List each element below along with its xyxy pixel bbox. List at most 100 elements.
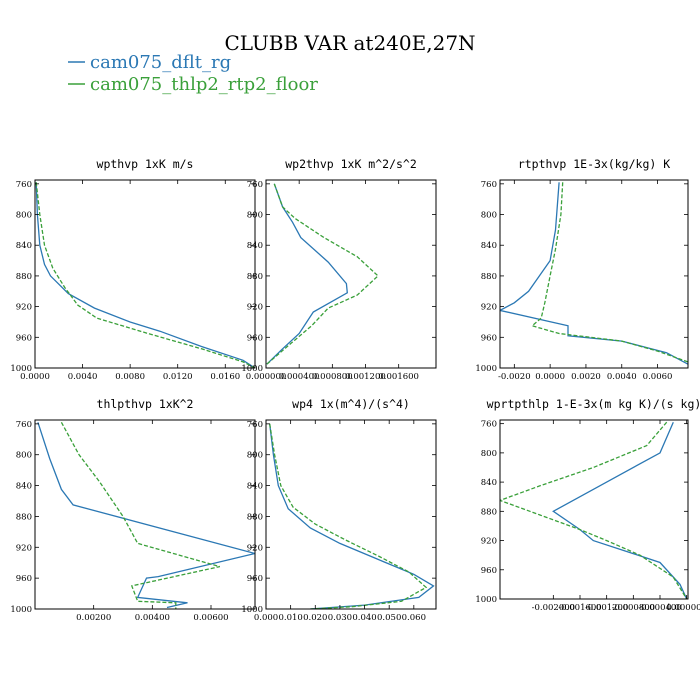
y-tick-label: 800 bbox=[16, 451, 32, 461]
plot-frame bbox=[499, 419, 689, 600]
series-line-2 bbox=[530, 182, 688, 363]
chart-panel-3: rtpthvp 1E-3x(kg/kg) K 760 800 840 880 920 960… bbox=[475, 157, 689, 382]
chart-panel-2: wp2thvp 1xK m^2/s^2 760 800 840 880 920 960 100… bbox=[241, 157, 437, 382]
y-tick-label: 960 bbox=[16, 333, 32, 343]
panel-title: wpthvp 1xK m/s bbox=[97, 157, 194, 171]
x-tick-label: 0.030 bbox=[328, 613, 352, 623]
y-tick-label: 880 bbox=[16, 272, 32, 282]
y-tick-label: 760 bbox=[16, 180, 32, 190]
series-line-1 bbox=[269, 423, 435, 609]
x-tick-label: 0.0120 bbox=[163, 372, 193, 382]
legend-entry-2: cam075_thlp2_rtp2_floor bbox=[68, 74, 318, 95]
y-tick-label: 920 bbox=[481, 303, 497, 313]
x-tick-label: 0.00200 bbox=[76, 613, 111, 623]
y-tick-label: 840 bbox=[16, 241, 32, 251]
y-tick-label: 960 bbox=[481, 333, 497, 343]
y-tick-label: 760 bbox=[16, 420, 32, 430]
y-tick-label: 800 bbox=[247, 451, 263, 461]
y-tick-label: 880 bbox=[247, 272, 263, 282]
panel-title: thlpthvp 1xK^2 bbox=[97, 397, 194, 411]
x-tick-label: 0.040 bbox=[352, 613, 376, 623]
x-tick-label: 0.0040 bbox=[68, 372, 98, 382]
y-tick-label: 800 bbox=[481, 449, 497, 459]
x-tick-label: 0.0000 bbox=[535, 372, 565, 382]
x-tick-label: -0.000800 bbox=[612, 603, 655, 613]
y-tick-label: 1000 bbox=[475, 364, 497, 374]
y-tick-label: 920 bbox=[481, 537, 497, 547]
series-line-2 bbox=[35, 182, 255, 368]
x-tick-label: 0.010 bbox=[278, 613, 302, 623]
y-tick-label: 1000 bbox=[241, 605, 263, 615]
series-line-1 bbox=[500, 182, 688, 365]
x-tick-label: 0.000400 bbox=[279, 372, 320, 382]
panel-title: rtpthvp 1E-3x(kg/kg) K bbox=[518, 157, 670, 171]
y-tick-label: 800 bbox=[481, 211, 497, 221]
y-tick-label: 960 bbox=[16, 574, 32, 584]
x-tick-label: -0.000400 bbox=[638, 603, 681, 613]
chart-panel-4: thlpthvp 1xK^2 760 800 840 880 920 960 1000 0.00… bbox=[10, 397, 256, 623]
y-tick-label: 1000 bbox=[10, 605, 32, 615]
x-tick-label: -0.002000 bbox=[532, 603, 575, 613]
y-tick-label: 880 bbox=[247, 512, 263, 522]
y-tick-label: 840 bbox=[16, 482, 32, 492]
x-tick-label: 0.00600 bbox=[193, 613, 228, 623]
x-tick-label: 0.0020 bbox=[571, 372, 601, 382]
chart-panel-1: wpthvp 1xK m/s76080084088092096010000.00… bbox=[10, 157, 256, 382]
y-tick-label: 920 bbox=[247, 543, 263, 553]
y-tick-label: 760 bbox=[481, 420, 497, 430]
x-tick-label: 0.0080 bbox=[115, 372, 145, 382]
x-tick-label: 0.0040 bbox=[607, 372, 637, 382]
chart-panel-5: wp4 1x(m^4)/(s^4)76080084088092096010000… bbox=[241, 397, 437, 623]
y-tick-label: 760 bbox=[247, 180, 263, 190]
x-tick-label: 0.050 bbox=[377, 613, 401, 623]
x-tick-label: 0.000000 bbox=[246, 372, 287, 382]
series-line-1 bbox=[35, 182, 255, 368]
series-line-2 bbox=[266, 183, 379, 365]
series-line-2 bbox=[500, 421, 688, 599]
x-tick-label: 0.0060 bbox=[643, 372, 673, 382]
series-line-1 bbox=[266, 183, 348, 365]
x-tick-label: 0.001600 bbox=[378, 372, 419, 382]
y-tick-label: 1000 bbox=[10, 364, 32, 374]
y-tick-label: 840 bbox=[481, 478, 497, 488]
y-tick-label: 920 bbox=[16, 303, 32, 313]
y-tick-label: 840 bbox=[247, 482, 263, 492]
x-tick-label: 0.0000 bbox=[20, 372, 50, 382]
series-line-1 bbox=[37, 422, 255, 609]
y-tick-label: 840 bbox=[481, 241, 497, 251]
y-tick-label: 880 bbox=[16, 512, 32, 522]
y-tick-label: 1000 bbox=[241, 364, 263, 374]
panels: wpthvp 1xK m/s76080084088092096010000.00… bbox=[10, 157, 700, 623]
y-tick-label: 1000 bbox=[475, 595, 497, 605]
x-tick-label: 0.00400 bbox=[135, 613, 170, 623]
series-line-2 bbox=[60, 421, 220, 609]
y-tick-label: 920 bbox=[247, 303, 263, 313]
panel-title: wprtpthlp 1-E-3x(m kg K)/(s kg) bbox=[487, 397, 700, 411]
x-tick-label: 0.000 bbox=[254, 613, 278, 623]
plot-frame bbox=[265, 419, 437, 610]
y-tick-label: 760 bbox=[247, 420, 263, 430]
x-tick-label: -0.0020 bbox=[498, 372, 531, 382]
x-tick-label: 0.0160 bbox=[210, 372, 240, 382]
x-tick-label: 0.000800 bbox=[312, 372, 353, 382]
plot-frame bbox=[34, 419, 256, 610]
x-tick-label: -0.001200 bbox=[585, 603, 628, 613]
panel-title: wp2thvp 1xK m^2/s^2 bbox=[285, 157, 417, 171]
y-tick-label: 920 bbox=[16, 543, 32, 553]
legend-label-2: cam075_thlp2_rtp2_floor bbox=[90, 74, 318, 95]
x-tick-label: 0.000000 bbox=[666, 603, 700, 613]
y-tick-label: 880 bbox=[481, 507, 497, 517]
y-tick-label: 840 bbox=[247, 241, 263, 251]
y-tick-label: 960 bbox=[247, 574, 263, 584]
x-tick-label: 0.001200 bbox=[345, 372, 386, 382]
y-tick-label: 800 bbox=[247, 211, 263, 221]
plot-frame bbox=[499, 179, 689, 369]
x-tick-label: -0.001600 bbox=[558, 603, 601, 613]
y-tick-label: 960 bbox=[247, 333, 263, 343]
plot-frame bbox=[34, 179, 256, 369]
series-line-2 bbox=[269, 423, 428, 609]
y-tick-label: 760 bbox=[481, 180, 497, 190]
legend-label-1: cam075_dflt_rg bbox=[90, 52, 231, 73]
y-tick-label: 960 bbox=[481, 566, 497, 576]
